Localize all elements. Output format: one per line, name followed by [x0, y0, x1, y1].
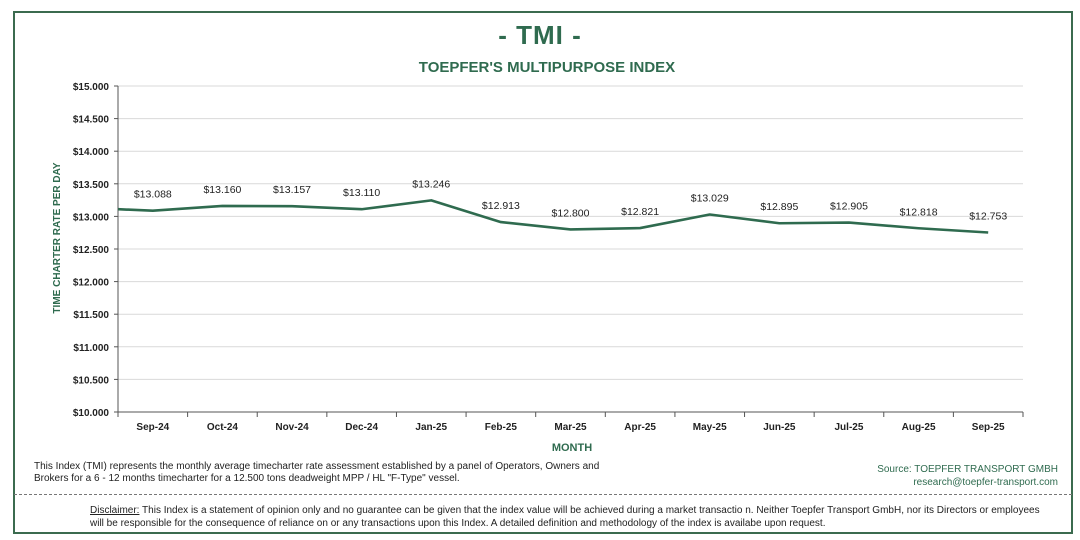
x-tick-label: Mar-25 [554, 422, 587, 433]
y-tick-label: $12.500 [73, 245, 110, 256]
x-tick-label: Jul-25 [835, 422, 864, 433]
x-tick-label: Sep-24 [136, 422, 169, 433]
y-tick-label: $12.000 [73, 278, 110, 289]
x-tick-label: Jun-25 [763, 422, 796, 433]
data-label: $13.088 [134, 189, 172, 201]
y-tick-label: $15.000 [73, 82, 110, 93]
data-label: $12.800 [552, 207, 590, 219]
chart-frame [13, 11, 1073, 534]
y-tick-labels: $10.000 $10.500 $11.000 $11.500 $12.000 $12.5… [73, 82, 110, 419]
x-axis-title: MONTH [552, 442, 592, 454]
y-tick-label: $13.500 [73, 180, 110, 191]
data-label: $12.895 [760, 201, 798, 213]
x-tick-label: May-25 [693, 422, 727, 433]
y-tick-label: $13.000 [73, 212, 110, 223]
disclaimer-text: This Index is a statement of opinion onl… [90, 505, 1040, 529]
axes [114, 85, 1024, 417]
x-tick-labels: Sep-24 Oct-24 Nov-24 Dec-24 Jan-25 Feb-25 Mar-… [136, 422, 1005, 433]
data-label: $13.246 [412, 178, 450, 190]
x-tick-label: Feb-25 [485, 422, 518, 433]
divider [14, 494, 1072, 495]
index-description: This Index (TMI) represents the monthly … [34, 461, 600, 484]
data-label: $13.029 [691, 193, 729, 205]
data-label: $13.157 [273, 184, 311, 196]
disclaimer-label: Disclaimer: [90, 505, 140, 516]
chart-title: - TMI - [498, 20, 582, 50]
x-tick-label: Apr-25 [624, 422, 656, 433]
data-label: $12.913 [482, 200, 520, 212]
y-axis-title: TIME CHARTER RATE PER DAY [52, 162, 63, 313]
x-tick-label: Jan-25 [415, 422, 447, 433]
data-label: $12.753 [969, 211, 1007, 223]
series-line-tmi [117, 199, 989, 234]
y-tick-label: $11.000 [73, 343, 109, 354]
grid-lines [118, 85, 1023, 380]
y-tick-label: $14.500 [73, 115, 110, 126]
x-tick-label: Dec-24 [345, 422, 378, 433]
disclaimer: Disclaimer: This Index is a statement of… [90, 504, 1050, 530]
data-label: $12.818 [900, 206, 938, 218]
y-tick-label: $10.500 [73, 375, 110, 386]
data-label: $13.160 [203, 184, 241, 196]
data-label: $12.905 [830, 201, 868, 213]
source-email: research@toepfer-transport.com [913, 477, 1058, 488]
y-tick-label: $14.000 [73, 147, 110, 158]
source-line: Source: TOEPFER TRANSPORT GMBH [877, 464, 1058, 475]
chart-subtitle: TOEPFER'S MULTIPURPOSE INDEX [418, 59, 676, 76]
x-tick-label: Sep-25 [972, 422, 1005, 433]
source-block: Source: TOEPFER TRANSPORT GMBH research@… [877, 463, 1058, 489]
x-tick-label: Nov-24 [275, 422, 309, 433]
y-tick-label: $10.000 [73, 408, 110, 419]
data-labels: $13.088 $13.160 $13.157 $13.110 $13.246 $12.9… [134, 178, 1007, 222]
data-label: $12.821 [621, 206, 659, 218]
x-tick-label: Oct-24 [207, 422, 239, 433]
y-tick-label: $11.500 [73, 310, 109, 321]
x-tick-label: Aug-25 [902, 422, 936, 433]
data-label: $13.110 [343, 187, 380, 199]
